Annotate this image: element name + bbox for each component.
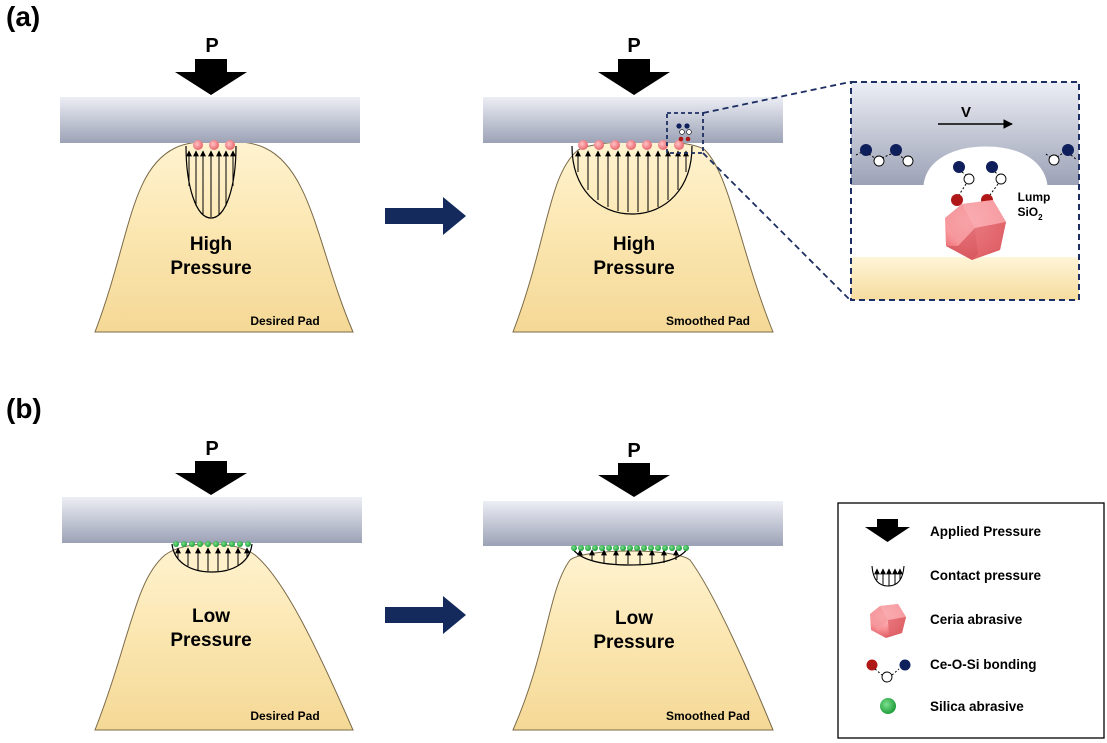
sio2-label: SiO2 [1017, 205, 1043, 222]
legend-item-ce-o-si-bonding: Ce-O-Si bonding [866, 657, 1036, 683]
contact-pressure-arrows [186, 150, 236, 217]
legend-label: Applied Pressure [930, 524, 1042, 539]
pressure-symbol-b-left: P [205, 438, 218, 460]
sio2-subscript: 2 [1038, 213, 1043, 222]
pad-caption: Desired Pad [250, 314, 319, 328]
pressure-text-line2: Pressure [593, 632, 674, 653]
zoom-source-box [666, 112, 704, 154]
legend-item-applied-pressure: Applied Pressure [865, 519, 1042, 542]
ce-o-si-bond-icon [866, 659, 911, 683]
panel-a-left-scene: P High Pressure Desired Pad [60, 35, 360, 333]
bond-cluster-mini [676, 123, 692, 142]
sio2-base: SiO [1017, 205, 1038, 219]
zoom-leader-top [702, 81, 851, 114]
process-arrow-a [385, 197, 466, 235]
legend-label: Contact pressure [930, 568, 1042, 583]
velocity-label: V [961, 104, 971, 121]
zoom-pad [851, 257, 1079, 300]
ceria-abrasive-large [945, 200, 1006, 260]
contact-pressure-lobe [571, 547, 689, 566]
contact-pressure-arrows [175, 547, 250, 571]
legend-item-ceria-abrasive: Ceria abrasive [870, 604, 1023, 638]
pressure-symbol-a-right: P [627, 35, 640, 57]
panel-b-label: (b) [6, 393, 42, 424]
ceria-particles-a-left [193, 140, 235, 150]
wafer-b-left [62, 497, 362, 543]
pad-caption: Smoothed Pad [666, 709, 750, 723]
contact-pressure-icon [871, 565, 905, 587]
panel-b-right-scene: P [483, 440, 783, 731]
applied-pressure-arrow-icon [175, 461, 247, 495]
pressure-text-line2: Pressure [170, 258, 251, 279]
contact-pressure-arrows [575, 150, 689, 212]
legend-item-contact-pressure: Contact pressure [871, 565, 1042, 587]
silica-particles-b-left [173, 541, 251, 547]
wafer-a-left [60, 97, 360, 143]
applied-pressure-arrow-icon [598, 463, 670, 497]
panel-b-left-scene: P Low Pressure Desired Pad [62, 438, 362, 731]
pad-caption: Smoothed Pad [666, 314, 750, 328]
pressure-text-line2: Pressure [593, 258, 674, 279]
applied-pressure-arrow-icon [598, 59, 670, 95]
bond-group-right [1045, 144, 1078, 166]
pressure-text-line1: Low [615, 608, 653, 629]
applied-pressure-arrow-icon [175, 59, 247, 95]
wafer-b-right [483, 501, 783, 546]
zoom-leader-bottom [702, 152, 851, 301]
legend: Applied Pressure Contact pressure Ceria … [837, 502, 1105, 739]
panel-a-right-scene: P [483, 35, 783, 333]
zoom-inset: V [850, 81, 1080, 301]
applied-pressure-arrow-icon [865, 519, 910, 542]
pad-desired-b [94, 543, 354, 731]
bond-group-left [855, 144, 914, 167]
process-arrow-b [385, 596, 466, 634]
legend-item-silica-abrasive: Silica abrasive [880, 698, 1024, 714]
ceria-abrasive-icon [870, 604, 906, 638]
pressure-symbol-b-right: P [627, 440, 640, 462]
legend-label: Ceria abrasive [930, 612, 1023, 627]
pad-caption: Desired Pad [250, 709, 319, 723]
silica-abrasive-icon [880, 698, 896, 714]
panel-a-label: (a) [6, 1, 40, 32]
silica-particles-b-right [571, 545, 689, 551]
lump-label: Lump [1018, 190, 1051, 204]
wafer-a-right [483, 97, 783, 143]
legend-label: Ce-O-Si bonding [930, 657, 1036, 672]
contact-pressure-arrows [577, 549, 679, 564]
ceria-particles-a-right [578, 140, 684, 150]
pressure-text-line1: High [190, 234, 232, 255]
pressure-text-line1: Low [192, 606, 230, 627]
contact-pressure-lobe [571, 145, 693, 215]
pressure-text-line1: High [613, 234, 655, 255]
pressure-text-line2: Pressure [170, 630, 251, 651]
pad-smoothed-b [512, 550, 774, 731]
zoom-box-border [850, 81, 1080, 301]
contact-pressure-lobe [171, 543, 253, 573]
legend-label: Silica abrasive [930, 699, 1024, 714]
pressure-symbol-a-left: P [205, 35, 218, 57]
